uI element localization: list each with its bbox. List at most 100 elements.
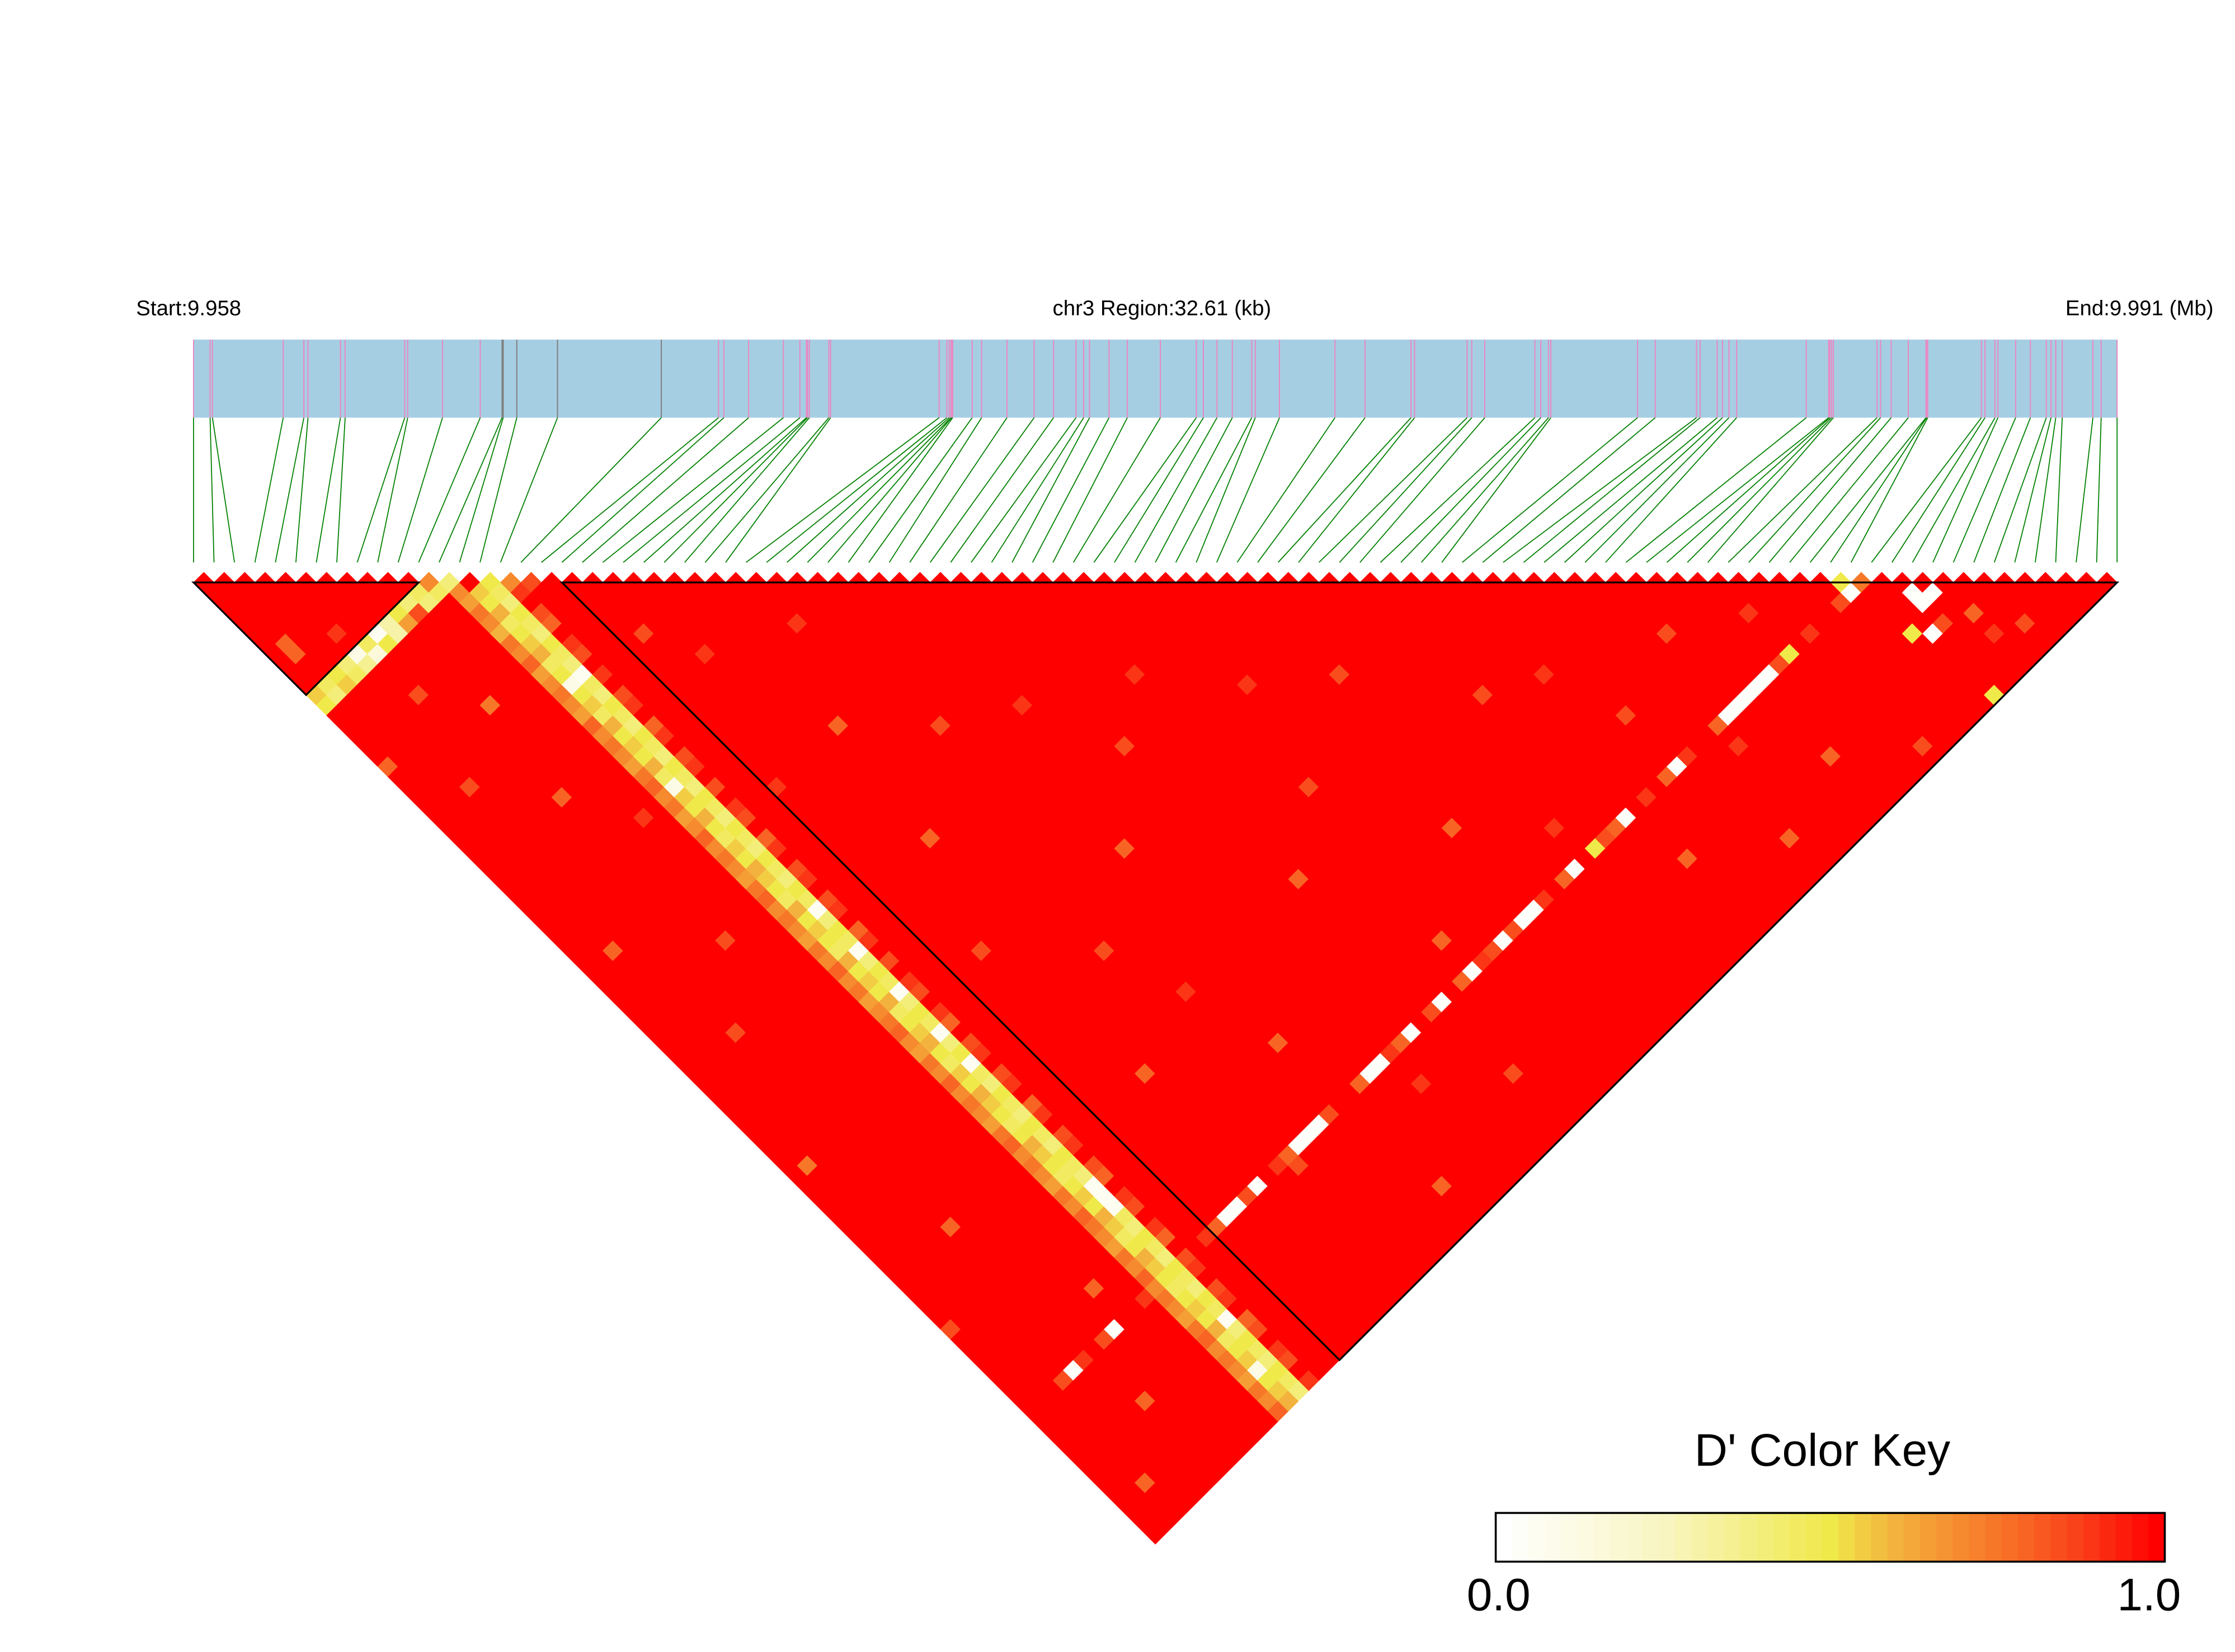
snp-connector-line — [1441, 417, 1551, 563]
snp-connector-line — [1093, 417, 1197, 563]
snp-position-track — [192, 340, 2118, 418]
snp-connector-line — [1584, 417, 1730, 563]
snp-connector-line — [397, 417, 443, 563]
color-key-bin — [1773, 1513, 1790, 1562]
snp-connector-line — [1605, 417, 1737, 563]
snp-connector-line — [950, 417, 1054, 563]
snp-connector-line — [459, 417, 504, 563]
color-key-bin — [1675, 1513, 1692, 1562]
color-key-bin — [1985, 1513, 2002, 1562]
snp-connector-line — [500, 417, 558, 563]
snp-connector-line — [1032, 417, 1110, 563]
snp-connector-line — [211, 417, 236, 563]
color-key-bin — [2116, 1513, 2133, 1562]
region-start-label: Start:9.958 — [136, 296, 241, 321]
color-key-max-label: 1.0 — [2117, 1570, 2181, 1621]
color-key-bin — [1643, 1513, 1660, 1562]
snp-connector-line — [1196, 417, 1256, 563]
snp-connector-line — [2035, 417, 2057, 563]
snp-connector-line — [1789, 417, 1909, 563]
color-key-min-label: 0.0 — [1467, 1570, 1531, 1621]
color-key-gradient — [1495, 1513, 2166, 1562]
snp-connector-line — [602, 417, 784, 563]
snp-connector-line — [664, 417, 808, 563]
snp-connector-line — [1912, 417, 1996, 563]
snp-connector-line — [1298, 417, 1415, 563]
color-key-bin — [1855, 1513, 1872, 1562]
snp-connector-line — [316, 417, 341, 563]
snp-connector-line — [1666, 417, 1831, 563]
color-key-bin — [1838, 1513, 1856, 1562]
color-key-bin — [1691, 1513, 1709, 1562]
snp-connector-line — [1236, 417, 1335, 563]
color-key-bin — [1887, 1513, 1904, 1562]
snp-connector-line — [1523, 417, 1701, 563]
snp-connector-line — [1114, 417, 1204, 563]
color-key-bin — [1936, 1513, 1954, 1562]
snp-connector-line — [1646, 417, 1829, 563]
snp-connector-line — [848, 417, 953, 563]
color-key-bin — [1724, 1513, 1741, 1562]
snp-connector-line — [1830, 417, 1927, 563]
color-key-bin — [1952, 1513, 1970, 1562]
snp-connector-line — [704, 417, 830, 563]
color-key-bin — [1903, 1513, 1921, 1562]
snp-connector-line — [930, 417, 1035, 563]
color-key-bin — [1593, 1513, 1611, 1562]
snp-connector-line — [1625, 417, 1807, 563]
snp-connector-line — [1891, 417, 1985, 563]
snp-connector-line — [439, 417, 503, 563]
snp-connector-line — [520, 417, 662, 563]
snp-connector-line — [725, 417, 831, 563]
color-key-bin — [2034, 1513, 2052, 1562]
color-key-bin — [1822, 1513, 1839, 1562]
color-key-bin — [1577, 1513, 1594, 1562]
snp-connector-line — [991, 417, 1084, 563]
color-key-bin — [1659, 1513, 1676, 1562]
color-key-title: D' Color Key — [1695, 1425, 1950, 1476]
ld-matrix — [193, 572, 2118, 1545]
color-key-bin — [1528, 1513, 1545, 1562]
snp-connector-line — [971, 417, 1077, 563]
color-key-bin — [2001, 1513, 2018, 1562]
color-key-bin — [1610, 1513, 1627, 1562]
snp-connector-line — [1359, 417, 1485, 563]
snp-connector-line — [2014, 417, 2052, 563]
snp-connector-line — [1339, 417, 1472, 563]
snp-connector-line — [1011, 417, 1090, 563]
snp-connector-line — [336, 417, 346, 563]
color-key-bin — [1969, 1513, 1986, 1562]
snp-connector-line — [561, 417, 724, 563]
color-key-bin — [1740, 1513, 1758, 1562]
color-key-bin — [1789, 1513, 1806, 1562]
color-key-bin — [2083, 1513, 2100, 1562]
snp-connector-line — [1052, 417, 1128, 563]
snp-connector-line — [909, 417, 1008, 563]
snp-connector-line — [1482, 417, 1656, 563]
snp-connector-line — [807, 417, 952, 563]
snp-connector-line — [1277, 417, 1411, 563]
snp-connector-line — [1748, 417, 1881, 563]
snp-connector-line — [377, 417, 408, 563]
snp-connector-line — [868, 417, 973, 563]
snp-connector-line — [1134, 417, 1218, 563]
snp-connector-line — [1973, 417, 2031, 563]
snp-connector-line — [1850, 417, 1928, 563]
snp-connector-line — [356, 417, 406, 563]
snp-connector-line — [1503, 417, 1697, 563]
snp-connector-line — [623, 417, 801, 563]
snp-connector-line — [888, 417, 982, 563]
color-key-bin — [1512, 1513, 1529, 1562]
snp-connector-line — [479, 417, 517, 563]
snp-connector-line — [1707, 417, 1834, 563]
snp-connector-line — [1175, 417, 1253, 563]
snp-connector-line — [787, 417, 950, 563]
color-key-bin — [2099, 1513, 2116, 1562]
color-key-bin — [2017, 1513, 2035, 1562]
snp-connector-line — [1564, 417, 1723, 563]
snp-connector-line — [541, 417, 719, 563]
color-key-bin — [1919, 1513, 1937, 1562]
snp-connector-line — [1257, 417, 1366, 563]
snp-connector-line — [1380, 417, 1536, 563]
